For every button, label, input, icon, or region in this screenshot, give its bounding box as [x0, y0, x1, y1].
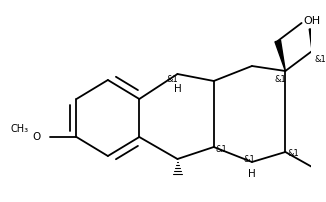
- Text: &1: &1: [216, 144, 228, 154]
- Text: H: H: [174, 84, 181, 94]
- Text: &1: &1: [275, 75, 287, 83]
- Text: &1: &1: [167, 75, 179, 83]
- Text: &1: &1: [243, 155, 255, 163]
- Polygon shape: [309, 29, 315, 51]
- Text: &1: &1: [315, 55, 326, 63]
- Text: &1: &1: [287, 149, 299, 159]
- Text: CH₃: CH₃: [11, 124, 29, 134]
- Text: O: O: [32, 132, 40, 142]
- Polygon shape: [275, 40, 285, 71]
- Text: H: H: [248, 169, 256, 179]
- Text: OH: OH: [304, 16, 321, 26]
